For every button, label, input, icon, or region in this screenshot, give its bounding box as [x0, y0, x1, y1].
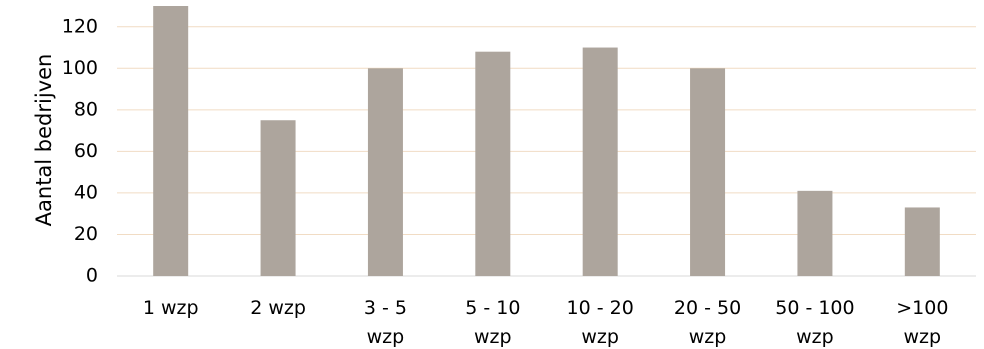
bar [582, 47, 618, 277]
x-tick-label: 3 - 5 wzp [364, 297, 407, 348]
bar [260, 120, 296, 276]
bar [153, 6, 189, 276]
x-tick-label: 50 - 100 wzp [775, 297, 854, 348]
x-tick-label: 10 - 20 wzp [567, 297, 634, 348]
y-tick-label: 20 [74, 223, 98, 245]
x-tick-label: 20 - 50 wzp [674, 297, 741, 348]
y-tick-label: 80 [74, 98, 98, 120]
y-axis-title: Aantal bedrijven [32, 54, 56, 227]
bars [153, 6, 940, 277]
y-tick-label: 40 [74, 181, 98, 203]
x-tick-label: 5 - 10 wzp [465, 297, 520, 348]
bar [690, 68, 726, 276]
x-tick-label: 2 wzp [250, 297, 306, 319]
bar [904, 207, 940, 276]
x-axis-ticks: 1 wzp 2 wzp 3 - 5 wzp 5 - 10 wzp 10 - 20 wzp 20 … [143, 297, 949, 348]
bar [475, 51, 511, 276]
y-axis-ticks: 0 20 40 60 80 100 120 [62, 15, 98, 286]
bar [367, 68, 403, 276]
bar [797, 190, 833, 276]
x-tick-label: 1 wzp [143, 297, 199, 319]
y-tick-label: 60 [74, 140, 98, 162]
y-tick-label: 0 [86, 265, 98, 287]
gridlines [117, 26, 976, 277]
y-tick-label: 120 [62, 15, 98, 37]
x-tick-label: >100 wzp [896, 297, 948, 348]
y-tick-label: 100 [62, 57, 98, 79]
